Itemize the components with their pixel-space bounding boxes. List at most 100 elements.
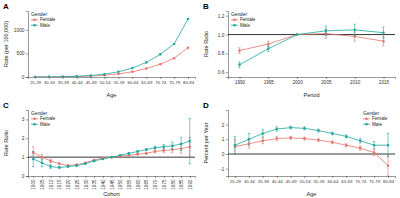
y-tick-label: 2 <box>22 136 25 141</box>
series-line <box>33 141 190 167</box>
data-point <box>173 43 176 46</box>
x-tick: 65-69 <box>341 176 353 184</box>
error-bar-stem <box>332 132 333 135</box>
error-bar-stem <box>146 148 147 150</box>
error-bar-cap <box>262 129 264 130</box>
error-bar-cap <box>49 164 51 165</box>
error-bar-stem <box>68 166 69 168</box>
y-axis-line <box>226 12 229 78</box>
data-point <box>262 132 265 135</box>
error-bar-cap <box>238 61 240 62</box>
error-bar <box>373 142 375 149</box>
y-tick: 1000 <box>14 28 28 33</box>
y-tick-mark <box>226 72 228 73</box>
data-point <box>34 76 37 77</box>
error-bar <box>162 145 164 150</box>
error-bar <box>162 149 164 153</box>
data-point <box>32 158 35 161</box>
data-point <box>331 141 334 144</box>
x-tick: 1935 <box>92 176 97 190</box>
data-point <box>67 164 70 167</box>
legend-entry: Female <box>363 116 388 121</box>
legend-swatch <box>31 19 38 20</box>
data-point <box>180 143 183 146</box>
error-bar-cap <box>41 166 43 167</box>
legend-marker <box>33 19 36 22</box>
error-bar-stem <box>290 126 291 129</box>
x-tick-label: 45-49 <box>86 80 98 85</box>
error-bar-cap <box>189 118 191 119</box>
series-line <box>240 34 384 51</box>
error-bar-cap <box>387 156 389 157</box>
error-bar-stem <box>120 154 121 156</box>
data-point <box>103 73 106 76</box>
x-tick-label: 1955 <box>127 179 132 190</box>
x-tick-label: 1970 <box>153 179 158 190</box>
data-point <box>93 160 96 163</box>
x-tick: 2010 <box>350 77 361 85</box>
error-bar-stem <box>50 165 51 169</box>
x-tick: 55-59 <box>313 176 325 184</box>
legend-label: Male <box>372 122 382 127</box>
x-tick: 35-39 <box>58 77 70 85</box>
data-point <box>145 152 148 155</box>
x-tick-label: 50-54 <box>100 80 112 85</box>
data-point <box>325 30 328 33</box>
error-bar <box>93 160 95 162</box>
data-point <box>234 144 237 147</box>
x-tick: 2000 <box>292 77 303 85</box>
error-bar-cap <box>238 47 240 48</box>
x-tick: 80-84 <box>183 77 195 85</box>
error-bar-cap <box>325 26 327 27</box>
series-line <box>235 128 388 146</box>
data-point <box>110 156 113 159</box>
error-bar-stem <box>346 144 347 147</box>
data-point <box>187 47 190 50</box>
data-point <box>34 76 37 77</box>
x-tick: 1975 <box>162 176 167 190</box>
error-bar-cap <box>162 149 164 150</box>
x-tick-mark <box>33 176 34 178</box>
legend-label: Female <box>40 116 56 121</box>
y-axis-line <box>226 111 229 177</box>
error-bar <box>49 159 51 162</box>
error-bar-stem <box>268 46 269 52</box>
x-tick-mark <box>146 176 147 178</box>
error-bar-stem <box>346 135 347 138</box>
x-tick-label: 2005 <box>321 80 332 85</box>
x-tick: 1950 <box>118 176 123 190</box>
x-tick: 75-79 <box>169 77 181 85</box>
error-bar-stem <box>33 151 34 166</box>
error-bar-stem <box>290 136 291 139</box>
error-bar <box>67 166 69 168</box>
panel-title: C <box>3 101 9 110</box>
error-bar-cap <box>171 152 173 153</box>
x-axis-title: Period <box>304 92 320 98</box>
error-bar-cap <box>180 137 182 138</box>
legend-marker <box>365 118 368 121</box>
error-bar-cap <box>49 168 51 169</box>
x-tick-mark <box>112 176 113 178</box>
x-tick-label: 35-39 <box>258 179 270 184</box>
data-point <box>89 75 92 77</box>
legend-label: Male <box>40 122 50 127</box>
x-tick-mark <box>103 176 104 178</box>
error-bar-cap <box>32 146 34 147</box>
error-bar-stem <box>59 163 60 165</box>
error-bar-cap <box>276 140 278 141</box>
x-tick-mark <box>181 176 182 178</box>
error-bar-stem <box>102 158 103 159</box>
series-line <box>33 147 190 166</box>
data-point <box>48 76 51 77</box>
x-tick-label: 65-69 <box>341 179 353 184</box>
error-bar <box>289 126 291 129</box>
error-bar <box>76 165 78 166</box>
x-tick-mark <box>172 176 173 178</box>
error-bar-cap <box>262 137 264 138</box>
error-bar-cap <box>353 24 355 25</box>
error-bar-stem <box>146 152 147 154</box>
x-tick-label: 1930 <box>84 179 89 190</box>
data-point <box>110 156 113 159</box>
error-bar <box>136 154 138 155</box>
x-tick-mark <box>85 176 86 178</box>
